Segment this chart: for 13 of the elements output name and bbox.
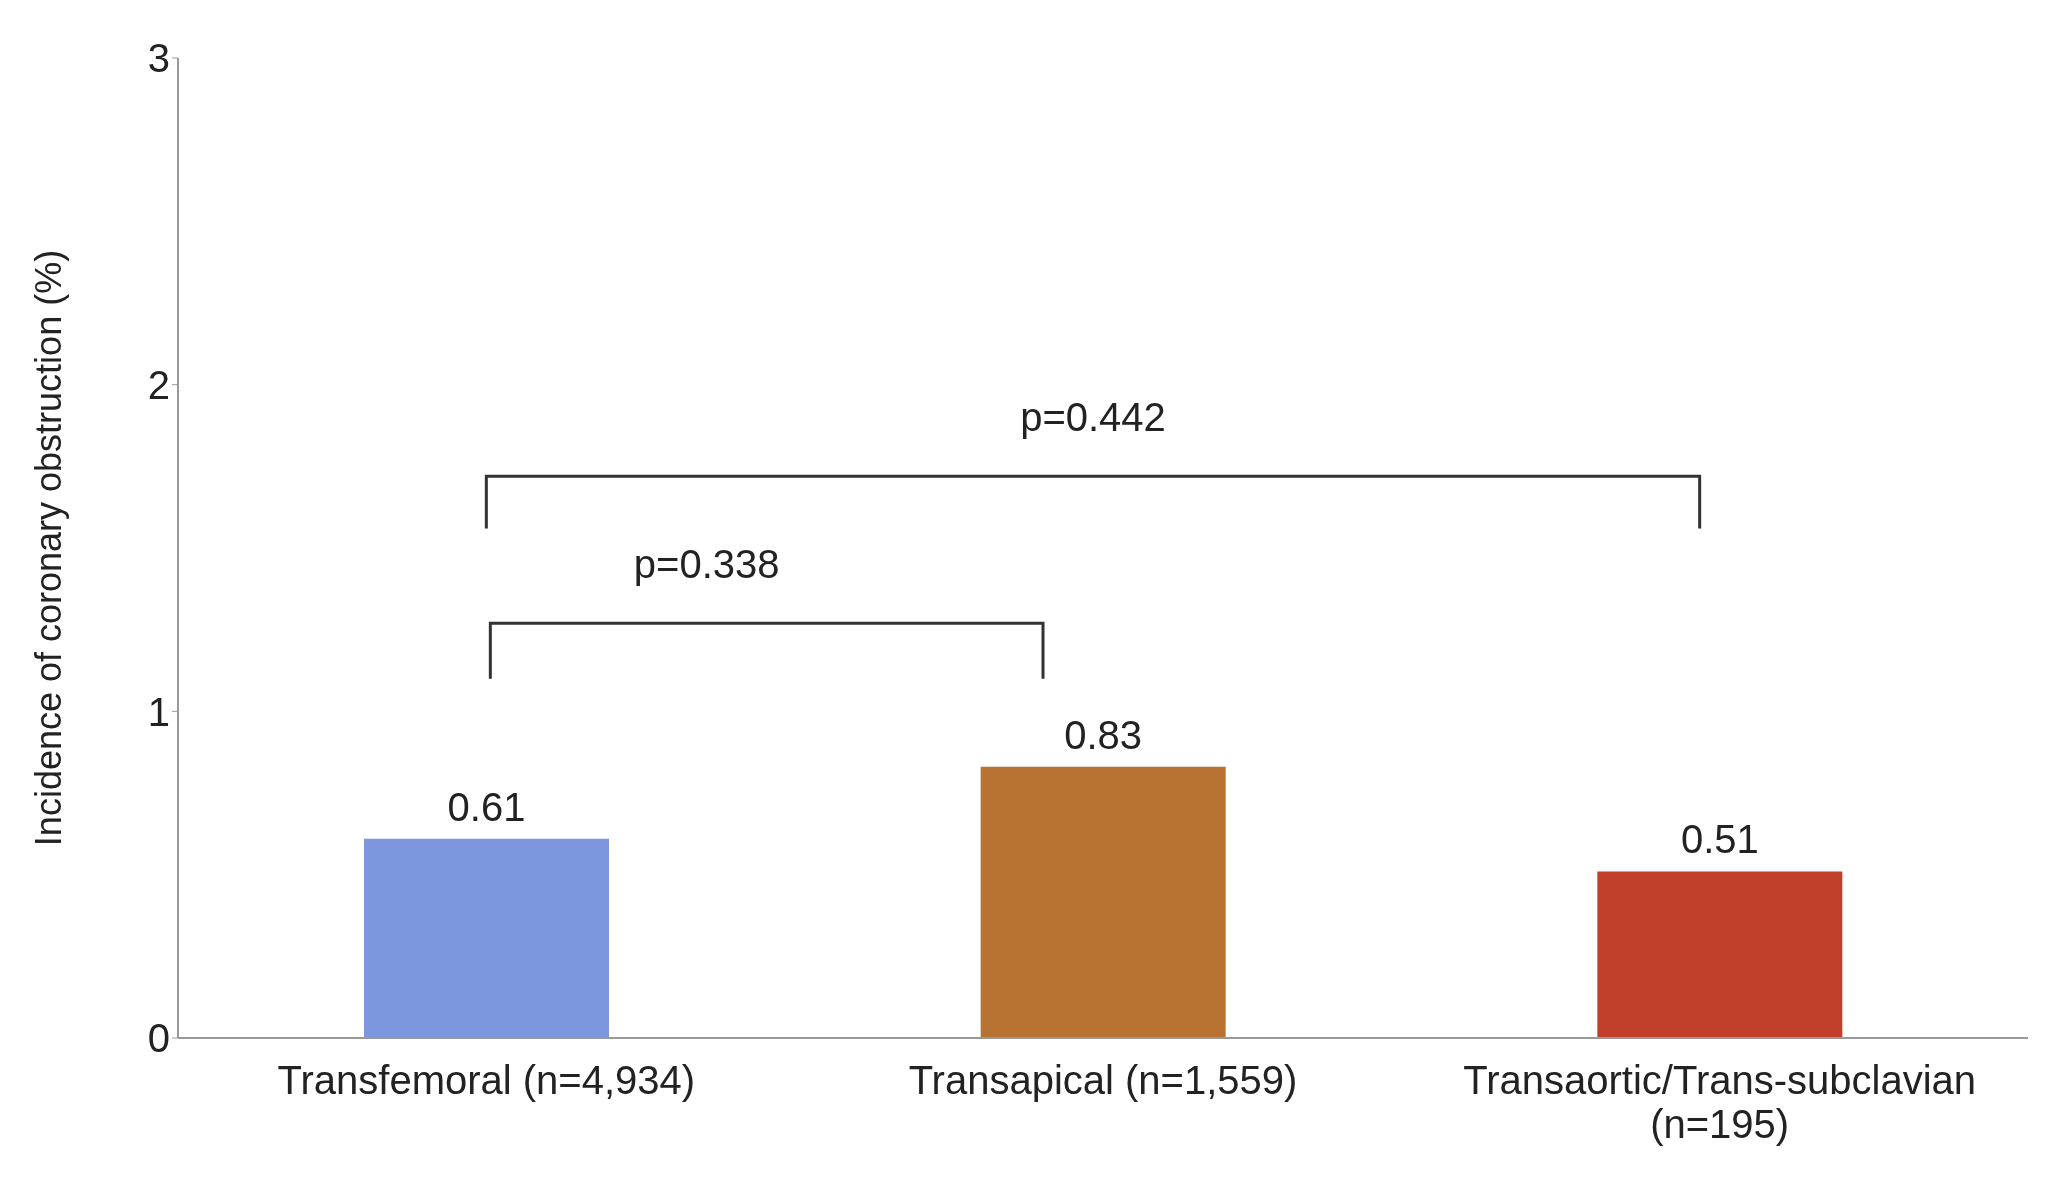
y-tick-label: 1: [147, 689, 170, 734]
data-label: 0.61: [447, 784, 526, 829]
y-tick-label: 2: [147, 362, 170, 407]
x-tick-label: Transaortic/Trans-subclavian (n=195): [1463, 1058, 1977, 1146]
y-tick-label: 0: [147, 1016, 170, 1061]
data-label: 0.83: [1064, 712, 1143, 757]
y-axis-title: Incidence of coronary obstruction (%): [27, 249, 69, 847]
annotation: p=0.442: [1020, 395, 1166, 440]
x-tick-label: Transapical (n=1,559): [908, 1058, 1298, 1102]
y-tick-label: 3: [147, 36, 170, 81]
data-label: 0.51: [1680, 817, 1759, 862]
annotation: p=0.338: [633, 542, 780, 587]
x-tick-label: Transfemoral (n=4,934): [277, 1058, 696, 1102]
